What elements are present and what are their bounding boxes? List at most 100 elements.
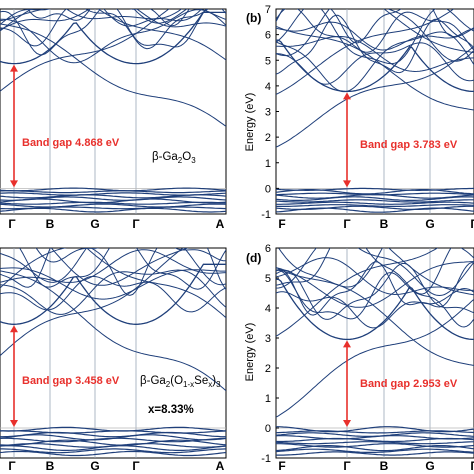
panel-a-gap-label: Band gap 4.868 eV [22, 137, 120, 149]
band-line [0, 439, 226, 446]
band-line [276, 443, 474, 448]
x-tick-label: F [278, 217, 285, 231]
gap-arrow-head-up [343, 340, 351, 348]
x-tick-label: A [216, 459, 225, 473]
gap-arrow-head-up [10, 325, 18, 333]
band-line [276, 9, 474, 53]
panel-c-compound: β-Ga2(O1-xSex)3 [140, 375, 221, 389]
band-line [0, 9, 170, 92]
y-tick-label: 6 [265, 30, 271, 42]
panel-c-gap-label: Band gap 3.458 eV [22, 375, 120, 387]
y-tick-label: 5 [265, 273, 271, 285]
gap-arrow-head-down [10, 180, 18, 188]
panel-b-ylabel: Energy (eV) [244, 93, 256, 152]
band-line [0, 450, 226, 457]
band-line [0, 267, 226, 300]
x-tick-labels: Γ B G Γ A F Γ B G Γ Γ B G Γ A F Γ B G Γ [8, 217, 474, 473]
band-line [0, 445, 226, 451]
y-tick-label: 3 [265, 333, 271, 345]
x-tick-label: G [90, 217, 99, 231]
band-line [276, 42, 474, 85]
gap-arrow-head-up [10, 64, 18, 72]
panel-a-frame [0, 8, 227, 215]
band-line [276, 189, 474, 195]
band-line [0, 270, 226, 392]
band-line [276, 437, 474, 443]
panel-c-frame [0, 247, 227, 459]
band-line [276, 430, 474, 434]
panel-d-frame [275, 247, 474, 459]
gap-arrow-head-down [10, 420, 18, 427]
gap-arrow-head-up [343, 92, 351, 100]
y-tick-label: 5 [265, 55, 271, 67]
band-line [276, 9, 474, 62]
band-line [276, 451, 474, 456]
y-tick-label: 6 [265, 243, 271, 255]
y-tick-label: 4 [265, 81, 271, 93]
panel-a-compound: β-Ga2O3 [152, 151, 196, 165]
x-tick-label: Γ [8, 459, 16, 473]
band-line [0, 249, 226, 283]
y-tick-label: -1 [261, 209, 271, 221]
band-line [27, 9, 190, 27]
band-line [276, 269, 474, 328]
band-line [383, 9, 474, 54]
y-tick-label: 1 [265, 393, 271, 405]
band-line [276, 441, 474, 445]
x-tick-label: Γ [343, 217, 351, 231]
panel-b-gap-label: Band gap 3.783 eV [360, 139, 458, 151]
band-line [86, 248, 226, 319]
band-line [276, 196, 474, 201]
band-line [276, 287, 474, 329]
band-line [0, 269, 226, 315]
band-line [65, 9, 183, 20]
band-line [0, 448, 226, 454]
x-tick-label: Γ [470, 459, 474, 473]
band-line [0, 207, 226, 213]
band-line [0, 11, 226, 65]
band-line [276, 9, 474, 65]
x-tick-label: B [46, 217, 55, 231]
x-tick-label: B [380, 459, 389, 473]
panel-d-gap-label: Band gap 2.953 eV [360, 378, 458, 390]
panel-d: (d) Energy (eV) 6 5 4 3 2 1 0 -1 Band gap 2.953… [244, 243, 474, 465]
band-line [276, 199, 474, 203]
y-tick-label: 0 [265, 423, 271, 435]
band-line [276, 201, 474, 205]
band-line [0, 190, 226, 194]
x-tick-label: A [216, 217, 225, 231]
y-tick-label: -1 [261, 453, 271, 465]
x-tick-label: B [46, 459, 55, 473]
band-line [0, 9, 203, 27]
band-line [0, 248, 226, 296]
band-line [276, 204, 474, 207]
panel-d-yticks: 6 5 4 3 2 1 0 -1 [261, 243, 279, 465]
band-line [276, 9, 455, 95]
panel-d-ylabel: Energy (eV) [244, 323, 256, 382]
panel-b-bands [276, 9, 474, 214]
band-line [0, 248, 184, 357]
x-tick-label: Γ [132, 459, 140, 473]
x-tick-label: G [425, 459, 434, 473]
panel-d-label: (d) [246, 251, 261, 265]
band-line [276, 36, 474, 73]
band-line [97, 9, 226, 61]
x-tick-label: B [380, 217, 389, 231]
band-line [0, 9, 226, 22]
panel-d-bands [276, 248, 474, 458]
x-tick-label: Γ [132, 217, 140, 231]
gap-arrow-head-down [343, 180, 351, 188]
band-line [276, 298, 474, 418]
band-line [276, 267, 474, 366]
band-line [0, 198, 226, 204]
band-line [0, 187, 226, 192]
band-line [0, 263, 226, 325]
x-tick-label: Γ [470, 217, 474, 231]
band-line [276, 448, 474, 453]
band-line [35, 248, 226, 263]
panel-c: Band gap 3.458 eV β-Ga2(O1-xSex)3 x=8.33… [0, 247, 227, 459]
band-line [276, 261, 474, 308]
x-tick-label: Γ [343, 459, 351, 473]
band-line [0, 201, 226, 205]
y-tick-label: 3 [265, 107, 271, 119]
